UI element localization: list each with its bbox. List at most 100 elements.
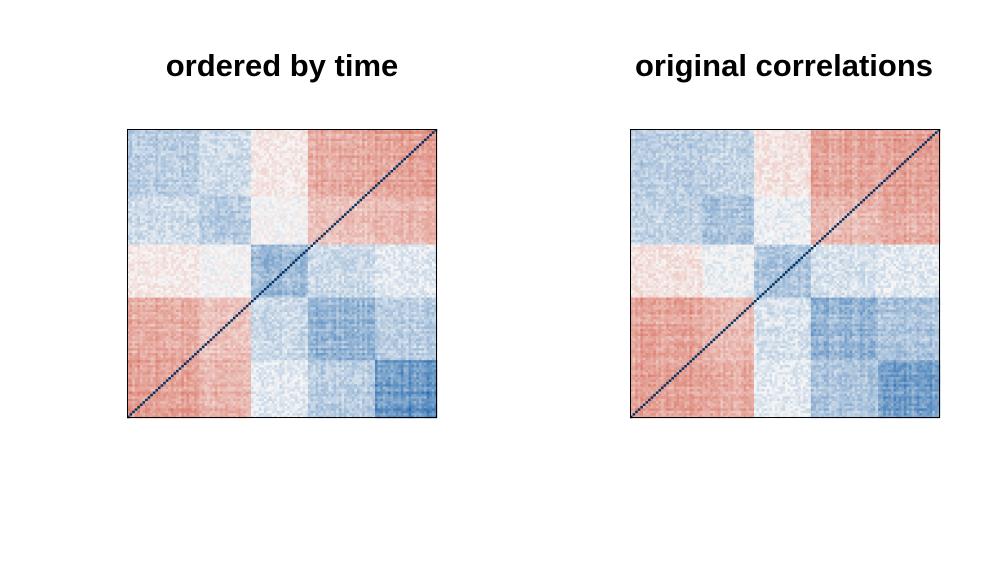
heatmap-cell	[344, 153, 347, 156]
heatmap-cell	[134, 165, 138, 168]
heatmap-cell	[282, 145, 285, 149]
heatmap-cell	[403, 206, 407, 209]
heatmap-cell	[256, 153, 260, 156]
heatmap-cell	[258, 169, 262, 173]
heatmap-cell	[217, 208, 221, 212]
heatmap-cell	[400, 201, 404, 204]
heatmap-cell	[333, 222, 337, 226]
heatmap-cell	[287, 157, 291, 161]
heatmap-cell	[382, 162, 386, 166]
heatmap-cell	[209, 215, 213, 219]
heatmap-cell	[346, 157, 350, 161]
heatmap-cell	[387, 136, 391, 139]
heatmap-cell	[145, 150, 148, 154]
heatmap-cell	[408, 145, 412, 149]
heatmap-cell	[307, 174, 311, 178]
heatmap-cell	[139, 203, 143, 207]
heatmap-cell	[300, 167, 303, 171]
heatmap-cell	[271, 136, 275, 139]
heatmap-cell	[276, 222, 280, 226]
heatmap-cell	[287, 162, 291, 166]
heatmap-cell	[385, 184, 389, 188]
heatmap-cell	[181, 198, 185, 202]
heatmap-cell	[333, 136, 337, 139]
heatmap-cell	[261, 169, 265, 173]
heatmap-cell	[310, 206, 314, 209]
heatmap-cell	[183, 157, 187, 161]
heatmap-cell	[139, 167, 143, 171]
heatmap-cell	[263, 136, 267, 139]
heatmap-cell	[356, 181, 360, 185]
heatmap-cell	[375, 136, 378, 139]
heatmap-cell	[377, 220, 381, 224]
heatmap-cell	[289, 143, 293, 147]
heatmap-cell	[431, 222, 435, 226]
heatmap-cell	[186, 218, 190, 221]
heatmap-cell	[147, 138, 151, 142]
heatmap-cell	[266, 162, 270, 166]
heatmap-cell	[331, 150, 334, 154]
heatmap-cell	[411, 167, 415, 171]
heatmap-cell	[385, 141, 389, 144]
heatmap-cell	[325, 172, 329, 176]
heatmap-cell	[160, 157, 164, 161]
heatmap-cell	[341, 222, 345, 226]
heatmap-cell	[150, 198, 154, 202]
heatmap-cell	[238, 177, 241, 180]
heatmap-cell	[385, 174, 389, 178]
heatmap-cell	[155, 145, 159, 149]
heatmap-cell	[320, 201, 324, 204]
heatmap-cell	[362, 186, 365, 190]
heatmap-cell	[178, 133, 182, 137]
heatmap-cell	[341, 177, 345, 180]
heatmap-cell	[400, 169, 404, 173]
heatmap-cell	[341, 194, 345, 197]
heatmap-cell	[377, 210, 381, 214]
heatmap-cell	[183, 225, 187, 229]
heatmap-cell	[341, 181, 345, 185]
heatmap-cell	[243, 160, 247, 164]
heatmap-cell	[209, 165, 213, 168]
heatmap-cell	[232, 138, 236, 142]
heatmap-cell	[147, 227, 151, 231]
heatmap-cell	[424, 150, 427, 154]
heatmap-cell	[232, 141, 236, 144]
heatmap-cell	[163, 148, 167, 151]
heatmap-cell	[385, 177, 389, 180]
heatmap-cell	[398, 210, 402, 214]
heatmap-cell	[387, 155, 391, 159]
heatmap-cell	[421, 167, 425, 171]
heatmap-cell	[421, 201, 425, 204]
heatmap-cell	[289, 215, 293, 219]
heatmap-cell	[263, 172, 267, 176]
heatmap-cell	[325, 177, 329, 180]
heatmap-cell	[300, 157, 303, 161]
heatmap-cell	[431, 218, 435, 221]
heatmap-cell	[403, 131, 407, 135]
heatmap-cell	[380, 174, 384, 178]
heatmap-cell	[305, 133, 309, 137]
heatmap-cell	[400, 131, 404, 135]
heatmap-cell	[227, 201, 231, 204]
heatmap-cell	[201, 213, 205, 216]
heatmap-cell	[209, 208, 213, 212]
heatmap-cell	[359, 225, 363, 229]
heatmap-cell	[183, 196, 187, 200]
heatmap-cell	[225, 213, 229, 216]
heatmap-cell	[429, 131, 433, 135]
heatmap-cell	[364, 198, 368, 202]
heatmap-cell	[214, 133, 218, 137]
heatmap-cell	[403, 160, 407, 164]
heatmap-cell	[191, 160, 195, 164]
heatmap-cell	[282, 150, 285, 154]
heatmap-cell	[155, 184, 159, 188]
heatmap-cell	[429, 153, 433, 156]
heatmap-cell	[243, 155, 247, 159]
heatmap-cell	[191, 141, 195, 144]
heatmap-cell	[160, 162, 164, 166]
heatmap-cell	[214, 148, 218, 151]
heatmap-cell	[279, 141, 283, 144]
heatmap-cell	[227, 155, 231, 159]
heatmap-cell	[380, 157, 384, 161]
heatmap-cell	[424, 203, 427, 207]
